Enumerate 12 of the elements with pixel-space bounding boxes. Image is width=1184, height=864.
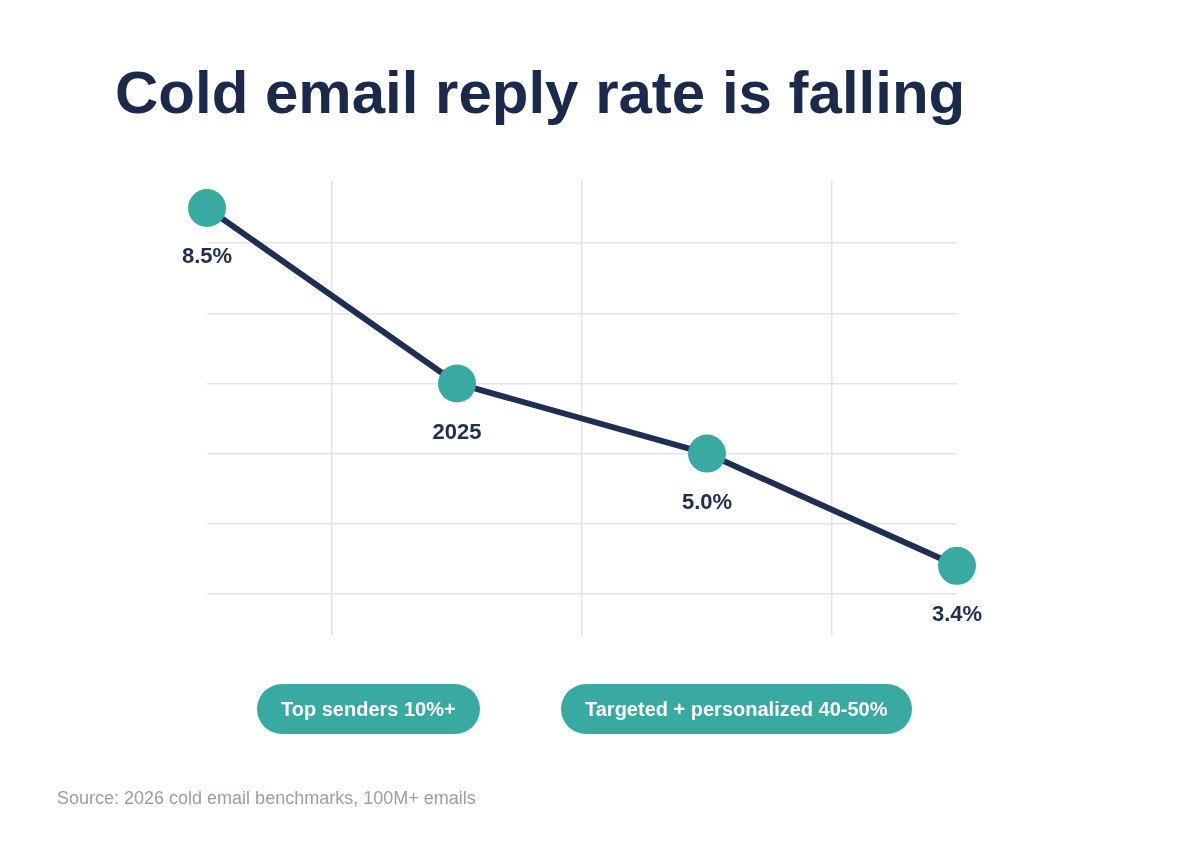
text: Top senders 10%+ <box>257 684 480 734</box>
data-label: 5.0% <box>681 488 733 514</box>
data-label: 3.4% <box>931 600 983 626</box>
point <box>438 364 476 403</box>
point <box>188 189 226 228</box>
point <box>938 546 976 585</box>
source-note: Source: 2026 cold email benchmarks, 100M+ emails <box>57 788 476 809</box>
data-label: 8.5% <box>181 243 233 269</box>
point <box>688 434 726 473</box>
annotation: 2025 <box>432 418 482 444</box>
chart-title: Cold email reply rate is falling <box>115 58 966 127</box>
text: Targeted + personalized 40-50% <box>561 684 912 734</box>
